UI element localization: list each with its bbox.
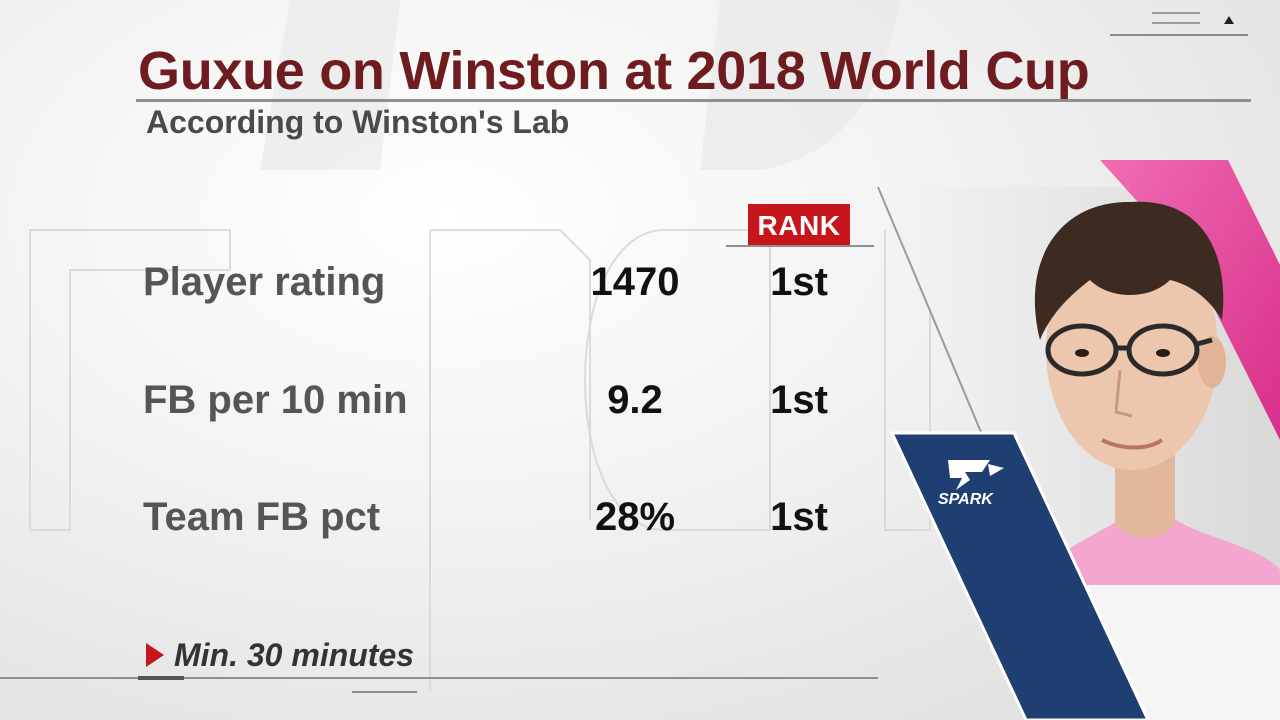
footnote: Min. 30 minutes bbox=[174, 637, 415, 673]
spark-logo-icon: SPARK bbox=[938, 460, 1004, 508]
svg-text:SPARK: SPARK bbox=[938, 491, 994, 508]
team-blue-stripe bbox=[889, 431, 1150, 720]
bottom-divider-short bbox=[352, 691, 417, 693]
rank-column-header: RANK bbox=[748, 204, 850, 246]
stat-label: Team FB pct bbox=[143, 495, 381, 539]
top-corner-marks bbox=[1110, 8, 1250, 38]
corner-rule bbox=[1110, 34, 1248, 36]
player-photo: SPARK bbox=[877, 160, 1280, 720]
page-subtitle: According to Winston's Lab bbox=[146, 104, 570, 140]
bottom-accent bbox=[138, 676, 184, 680]
stat-value: 9.2 bbox=[607, 378, 663, 422]
stat-label: FB per 10 min bbox=[143, 378, 408, 422]
stat-rank: 1st bbox=[770, 260, 828, 304]
play-marker-icon bbox=[146, 643, 164, 667]
rank-header-divider bbox=[726, 245, 874, 247]
team-pink-stripe bbox=[1100, 160, 1280, 440]
stat-value: 28% bbox=[594, 495, 676, 539]
title-divider bbox=[136, 99, 1251, 102]
stat-rank: 1st bbox=[770, 378, 828, 422]
stat-label: Player rating bbox=[143, 260, 386, 304]
bottom-divider bbox=[0, 677, 878, 679]
page-title: Guxue on Winston at 2018 World Cup bbox=[138, 41, 1090, 101]
stat-value: 1470 bbox=[590, 260, 680, 304]
menu-lines-icon bbox=[1152, 12, 1200, 14]
stat-rank: 1st bbox=[770, 495, 828, 539]
up-arrow-icon bbox=[1224, 16, 1234, 24]
